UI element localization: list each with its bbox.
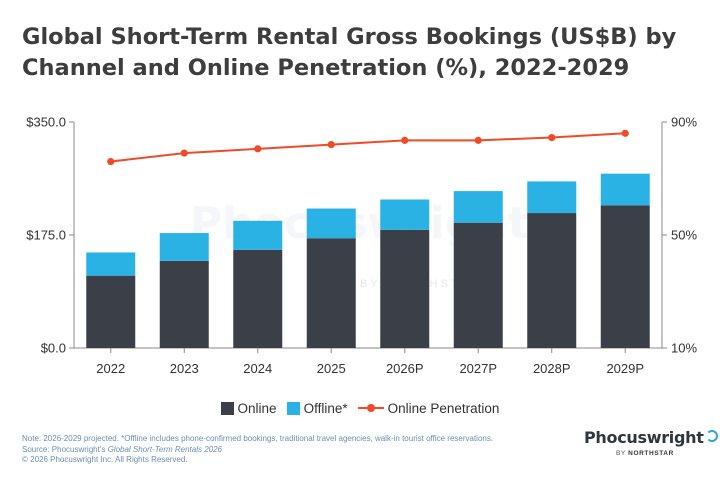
line-point-penetration xyxy=(548,133,556,142)
bar-online xyxy=(527,213,577,348)
y-right-tick-label: 10% xyxy=(671,341,697,356)
bar-online xyxy=(453,222,503,348)
footnote-note: Note: 2026-2029 projected. *Offline incl… xyxy=(22,434,494,443)
bar-offline xyxy=(233,220,283,250)
logo-by: BY xyxy=(616,450,626,457)
x-tick-label: 2025 xyxy=(317,361,346,376)
logo-brand: NORTHSTAR xyxy=(628,450,674,457)
legend-swatch-offline xyxy=(286,401,300,415)
bar-offline xyxy=(159,233,209,261)
footnote: Note: 2026-2029 projected. *Offline incl… xyxy=(22,434,542,466)
x-tick-label: 2026P xyxy=(386,361,424,376)
bar-offline xyxy=(380,199,430,230)
legend-item-offline: Offline* xyxy=(286,400,348,416)
footnote-source: Source: Phocuswright's Global Short-Term… xyxy=(22,445,542,456)
logo-name: Phocuswright xyxy=(584,428,704,447)
logo-wordmark: Phocuswright xyxy=(584,428,718,447)
bar-offline xyxy=(527,181,577,214)
x-tick-label: 2024 xyxy=(243,361,272,376)
bar-online xyxy=(306,238,356,348)
legend-swatch-online xyxy=(220,401,234,415)
legend-item-online: Online xyxy=(220,400,277,416)
bar-online xyxy=(159,260,209,348)
footnote-source-prefix: Source: Phocuswright's xyxy=(22,444,108,454)
x-tick-label: 2027P xyxy=(459,361,497,376)
chart-legend: Online Offline* Online Penetration xyxy=(0,398,720,418)
bar-offline xyxy=(600,173,650,206)
phocuswright-logo: Phocuswright BY NORTHSTAR xyxy=(584,428,718,457)
line-point-penetration xyxy=(621,129,629,137)
line-online-penetration xyxy=(110,132,626,163)
chart-plot: $0.0 $175.0 $350.0 10% 50% 90% 2022 2023 2024 202… xyxy=(26,115,697,377)
bar-online xyxy=(380,229,430,348)
bar-offline xyxy=(453,191,503,223)
bar-online xyxy=(233,249,283,348)
y-left-tick-label: $0.0 xyxy=(41,341,66,356)
legend-label-offline: Offline* xyxy=(303,400,348,416)
y-left-tick-label: $175.0 xyxy=(26,228,66,243)
x-tick-label: 2028P xyxy=(533,361,571,376)
x-tick-label: 2029P xyxy=(606,361,644,376)
x-tick-label: 2023 xyxy=(170,361,199,376)
logo-subline: BY NORTHSTAR xyxy=(616,450,704,457)
line-point-penetration xyxy=(401,136,409,144)
logo-arc-icon xyxy=(705,430,718,442)
line-point-penetration xyxy=(327,141,335,149)
line-point-penetration xyxy=(474,136,482,144)
bar-offline xyxy=(306,208,356,239)
y-left-tick-label: $350.0 xyxy=(26,115,66,130)
legend-swatch-penetration xyxy=(357,402,384,414)
line-point-penetration xyxy=(107,157,115,166)
line-point-penetration xyxy=(180,149,188,157)
footnote-source-title: Global Short-Term Rentals 2026 xyxy=(107,444,223,454)
bar-offline xyxy=(86,252,136,276)
legend-label-penetration: Online Penetration xyxy=(387,400,500,416)
footnote-copyright: © 2026 Phocuswright Inc. All Rights Rese… xyxy=(22,455,188,464)
y-right-tick-label: 50% xyxy=(671,228,697,243)
bar-online xyxy=(86,275,136,348)
x-tick-label: 2022 xyxy=(96,361,125,376)
line-point-penetration xyxy=(254,145,262,153)
legend-label-online: Online xyxy=(237,400,277,416)
y-right-tick-label: 90% xyxy=(671,115,697,130)
bar-online xyxy=(600,205,650,348)
chart-title: Global Short-Term Rental Gross Bookings … xyxy=(22,24,677,81)
legend-item-penetration: Online Penetration xyxy=(357,400,500,416)
